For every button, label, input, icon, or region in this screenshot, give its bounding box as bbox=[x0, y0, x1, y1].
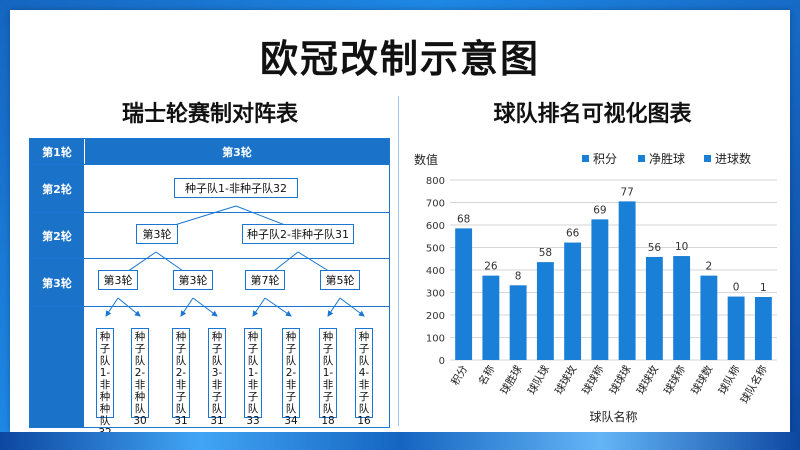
bracket-leaf: 种子队1-非子队33 bbox=[244, 328, 262, 427]
bracket-match: 第3轮 bbox=[136, 224, 178, 244]
bracket-row-round: 第3轮 bbox=[30, 259, 84, 306]
bracket-leaf: 种子队1-非种种队32 bbox=[96, 328, 114, 439]
bracket-match: 第5轮 bbox=[320, 270, 360, 290]
legend-swatch bbox=[582, 155, 589, 162]
bar bbox=[673, 256, 691, 360]
y-axis-label: 数值 bbox=[414, 152, 438, 167]
y-tick-label: 100 bbox=[426, 334, 445, 345]
page-title: 欧冠改制示意图 bbox=[259, 37, 540, 81]
legend-label: 进球数 bbox=[715, 151, 751, 166]
bracket-row-round: 第2轮 bbox=[30, 213, 84, 258]
x-tick-label: 球球称 bbox=[579, 363, 606, 397]
bracket-leaf-round bbox=[30, 307, 84, 427]
y-tick-label: 700 bbox=[426, 199, 445, 210]
bracket-row: 第3轮 bbox=[30, 259, 389, 307]
bar bbox=[482, 275, 500, 360]
bar bbox=[509, 285, 527, 360]
bar bbox=[618, 201, 636, 360]
footer-band bbox=[0, 432, 800, 450]
bracket-match: 第7轮 bbox=[245, 270, 285, 290]
bracket-match: 种子队2-非种子队31 bbox=[242, 224, 354, 244]
slide: 欧冠改制示意图 瑞士轮赛制对阵表 球队排名可视化图表 第1轮 第3轮 第2轮 第… bbox=[10, 10, 790, 439]
data-label: 66 bbox=[566, 228, 580, 240]
x-tick-label: 球球玫 bbox=[634, 363, 661, 397]
y-tick-label: 600 bbox=[426, 221, 445, 232]
bracket-row: 第2轮 bbox=[30, 165, 389, 213]
bracket-match: 种子队1-非种子队32 bbox=[174, 178, 298, 198]
chart-title: 球队排名可视化图表 bbox=[493, 102, 692, 127]
data-label: 1 bbox=[760, 282, 767, 294]
bracket-leaf: 种子队2-非种队30 bbox=[131, 328, 149, 427]
x-tick-label: 名称 bbox=[476, 363, 498, 388]
y-tick-label: 400 bbox=[426, 266, 445, 277]
bar bbox=[645, 256, 663, 360]
bracket-header-row: 第1轮 第3轮 bbox=[30, 139, 389, 165]
x-tick-label: 球胜球 bbox=[498, 363, 525, 397]
data-label: 69 bbox=[593, 204, 606, 216]
bar bbox=[591, 219, 609, 360]
bracket-leaf: 种子队4-非子队16 bbox=[355, 328, 373, 427]
y-tick-label: 300 bbox=[426, 289, 445, 300]
data-label: 58 bbox=[539, 247, 552, 259]
y-tick-label: 500 bbox=[426, 244, 445, 255]
data-label: 0 bbox=[733, 282, 740, 294]
y-tick-label: 0 bbox=[439, 356, 445, 367]
data-label: 56 bbox=[648, 242, 662, 254]
data-label: 68 bbox=[457, 213, 470, 225]
bracket-leaf-row bbox=[30, 307, 389, 427]
bracket-row: 第2轮 bbox=[30, 213, 389, 259]
bracket-header-label: 第3轮 bbox=[84, 139, 389, 164]
x-tick-label: 球球玫 bbox=[552, 363, 579, 397]
legend-swatch bbox=[704, 155, 711, 162]
x-tick-label: 球球球 bbox=[607, 363, 634, 397]
data-label: 2 bbox=[706, 261, 713, 273]
bar bbox=[700, 275, 718, 360]
x-axis-label: 球队名称 bbox=[589, 409, 637, 424]
bar bbox=[564, 242, 582, 360]
bracket-leaf: 种子队1-非子队18 bbox=[319, 328, 337, 427]
bracket-leaf: 种子队2-非子队34 bbox=[282, 328, 300, 427]
bracket-table: 第1轮 第3轮 第2轮 第2轮 第3轮 bbox=[29, 138, 390, 428]
bar bbox=[727, 296, 745, 360]
bar bbox=[754, 297, 772, 360]
data-label: 77 bbox=[620, 186, 633, 198]
bracket-match: 第3轮 bbox=[173, 270, 213, 290]
x-tick-label: 球队名称 bbox=[738, 363, 771, 406]
y-tick-label: 800 bbox=[426, 176, 445, 187]
x-tick-label: 球队球 bbox=[525, 363, 552, 397]
y-tick-label: 200 bbox=[426, 311, 445, 322]
bar-chart: 数值 积分 净胜球 进球数010020030040050060070080068积分2… bbox=[414, 151, 777, 424]
legend-swatch bbox=[638, 155, 645, 162]
section-divider bbox=[398, 96, 399, 426]
data-label: 26 bbox=[484, 261, 498, 273]
data-label: 10 bbox=[675, 241, 688, 253]
data-label: 8 bbox=[515, 270, 522, 282]
legend-label: 积分 bbox=[593, 152, 617, 166]
x-tick-label: 积分 bbox=[449, 363, 470, 388]
x-tick-label: 球球数 bbox=[688, 363, 715, 397]
bar bbox=[455, 228, 473, 360]
bracket-match: 第3轮 bbox=[98, 270, 138, 290]
bracket-title: 瑞士轮赛制对阵表 bbox=[121, 102, 298, 127]
bracket-leaf: 种子队2-非子队31 bbox=[172, 328, 190, 427]
bracket-leaf: 种子队3-非子队31 bbox=[208, 328, 226, 427]
x-tick-label: 球球称 bbox=[661, 363, 688, 397]
x-tick-label: 球队称 bbox=[716, 363, 743, 397]
legend-label: 净胜球 bbox=[649, 151, 685, 166]
bracket-row-round: 第2轮 bbox=[30, 165, 84, 212]
bar bbox=[536, 262, 554, 360]
bracket-header-round: 第1轮 bbox=[30, 139, 84, 164]
